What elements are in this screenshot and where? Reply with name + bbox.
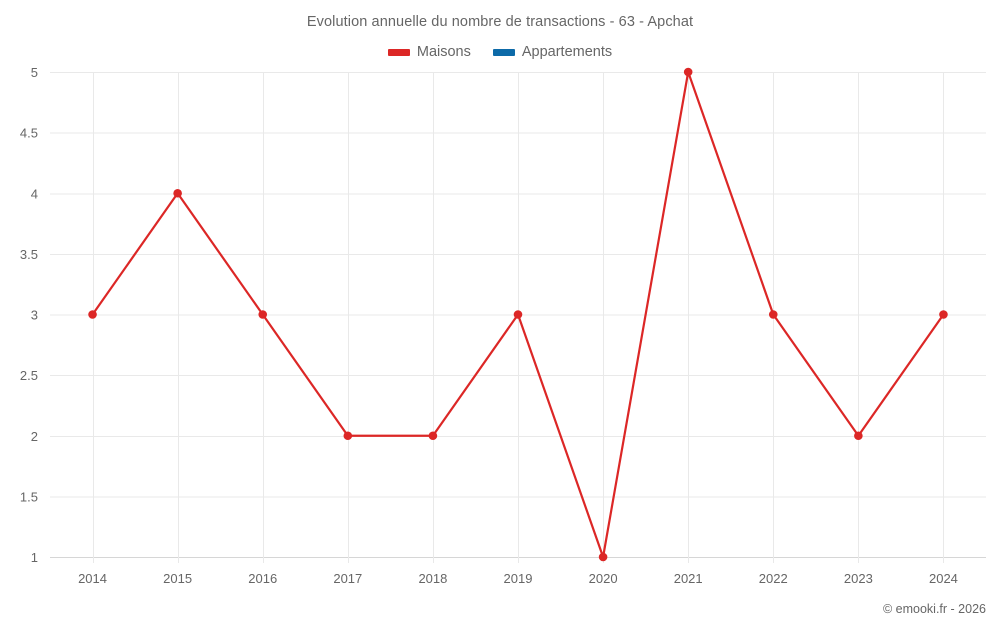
legend-label-maisons: Maisons <box>416 44 471 60</box>
x-tick-label: 2016 <box>248 571 277 586</box>
x-tick-label: 2018 <box>418 571 447 586</box>
y-tick-label: 1.5 <box>20 489 38 504</box>
data-point[interactable] <box>343 431 353 441</box>
legend-item-maisons[interactable]: Maisons <box>387 44 471 60</box>
data-point[interactable] <box>768 310 778 319</box>
chart-legend: Maisons Appartements <box>0 44 1000 60</box>
data-point[interactable] <box>258 310 268 319</box>
x-tick-label: 2022 <box>759 571 788 586</box>
x-tick-label: 2014 <box>78 571 107 586</box>
x-tick-label: 2020 <box>589 571 618 586</box>
x-tick-label: 2019 <box>504 571 533 586</box>
y-tick-label: 1 <box>31 550 38 565</box>
x-tick-label: 2015 <box>163 571 192 586</box>
data-point[interactable] <box>173 188 182 198</box>
y-tick-label: 5 <box>31 65 38 80</box>
x-tick-label: 2017 <box>333 571 362 586</box>
y-tick-label: 2 <box>31 429 38 444</box>
x-tick-label: 2021 <box>674 571 703 586</box>
data-point[interactable] <box>513 310 523 319</box>
legend-swatch-appartements <box>492 48 515 56</box>
x-tick-label: 2023 <box>844 571 873 586</box>
data-point[interactable] <box>428 431 438 441</box>
y-tick-label: 2.5 <box>20 368 38 383</box>
data-point[interactable] <box>939 310 948 319</box>
legend-item-appartements[interactable]: Appartements <box>492 44 613 60</box>
chart-title: Evolution annuelle du nombre de transact… <box>306 14 694 30</box>
data-point[interactable] <box>854 431 863 441</box>
y-axis-tick-labels: 1 1.5 2 2.5 3 3.5 4 4.5 5 <box>20 65 38 565</box>
y-tick-label: 4.5 <box>20 126 38 141</box>
data-point[interactable] <box>88 310 97 319</box>
data-point[interactable] <box>683 67 693 77</box>
x-tick-label: 2024 <box>929 571 958 586</box>
legend-swatch-maisons <box>387 48 410 56</box>
series-data-points <box>88 67 948 562</box>
y-tick-label: 4 <box>31 186 38 201</box>
y-tick-label: 3 <box>31 308 38 323</box>
x-axis-tick-labels: 2014 2015 2016 2017 2018 2019 2020 2021 2022 2023… <box>78 571 958 586</box>
data-point[interactable] <box>598 552 608 562</box>
footer-copyright: © emooki.fr - 2026 <box>882 602 986 616</box>
y-tick-label: 3.5 <box>20 247 38 262</box>
legend-label-appartements: Appartements <box>521 44 613 60</box>
